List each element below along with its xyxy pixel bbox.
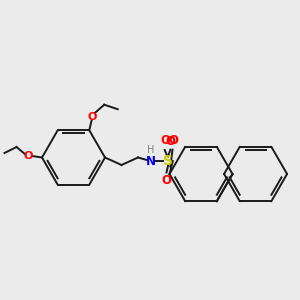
Text: N: N — [146, 154, 156, 168]
Text: O: O — [161, 174, 172, 187]
Text: O: O — [88, 112, 97, 122]
Text: H: H — [147, 145, 154, 155]
Text: O: O — [165, 135, 176, 148]
Text: O: O — [168, 134, 178, 148]
Text: S: S — [163, 154, 173, 168]
Text: O: O — [24, 151, 33, 161]
Text: O: O — [160, 134, 171, 148]
